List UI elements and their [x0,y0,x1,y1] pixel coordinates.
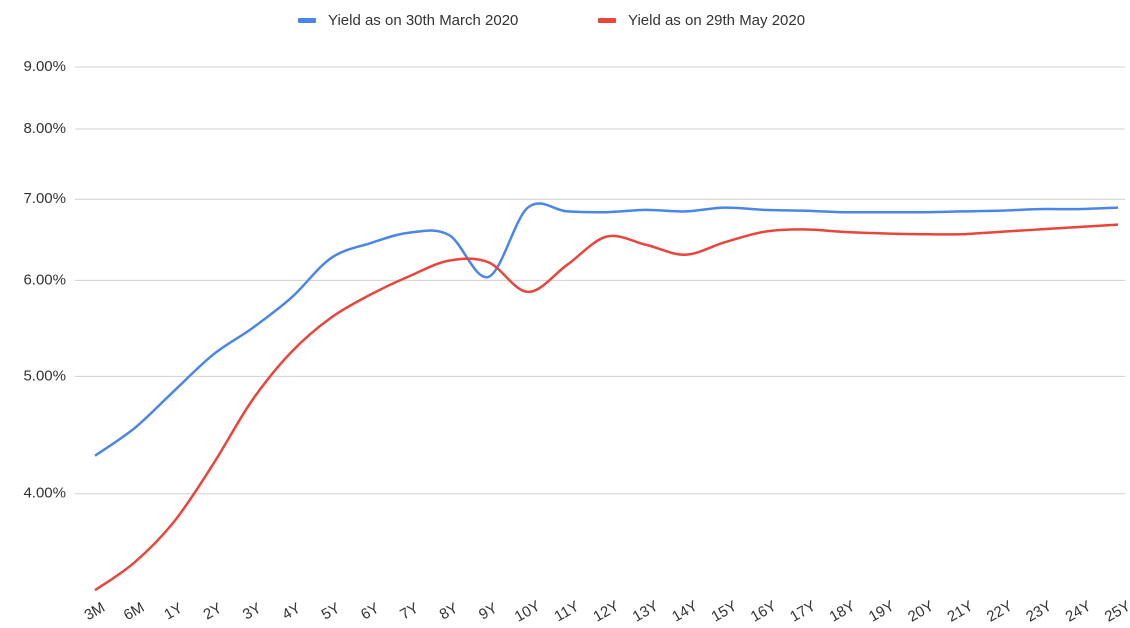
x-tick-label: 1Y [161,600,185,624]
x-tick-label: 24Y [1063,598,1095,626]
x-tick-label: 9Y [476,600,500,624]
x-tick-label: 11Y [552,598,583,626]
y-tick-label: 8.00% [23,120,66,137]
x-tick-label: 14Y [669,598,701,626]
legend-label: Yield as on 30th March 2020 [328,12,518,29]
x-tick-label: 12Y [590,598,622,626]
legend-swatch [298,18,316,23]
x-tick-label: 3Y [240,600,264,624]
x-tick-label: 15Y [708,598,740,626]
x-tick-label: 16Y [748,598,780,626]
y-tick-label: 5.00% [23,367,66,384]
y-tick-label: 9.00% [23,58,66,75]
x-tick-label: 18Y [826,598,858,626]
x-tick-label: 5Y [319,600,343,624]
x-tick-label: 20Y [905,598,937,626]
y-tick-label: 7.00% [23,190,66,207]
x-tick-label: 17Y [787,598,819,626]
x-tick-label: 8Y [437,600,461,624]
x-tick-label: 7Y [397,600,421,624]
series-line [94,223,1119,592]
y-tick-label: 6.00% [23,271,66,288]
y-tick-label: 4.00% [23,485,66,502]
x-tick-label: 23Y [1023,598,1055,626]
x-tick-label: 10Y [512,598,544,626]
x-tick-label: 6M [121,599,148,624]
legend-swatch [598,18,616,23]
x-tick-label: 19Y [866,598,898,626]
x-tick-label: 25Y [1102,598,1130,626]
x-tick-label: 22Y [984,598,1016,626]
x-tick-label: 6Y [358,600,382,624]
legend-label: Yield as on 29th May 2020 [628,12,805,29]
x-tick-label: 2Y [201,600,225,624]
x-tick-label: 4Y [279,600,303,624]
x-tick-label: 21Y [945,598,977,626]
series-line [94,202,1119,457]
x-tick-label: 3M [81,599,108,624]
x-tick-label: 13Y [630,598,662,626]
